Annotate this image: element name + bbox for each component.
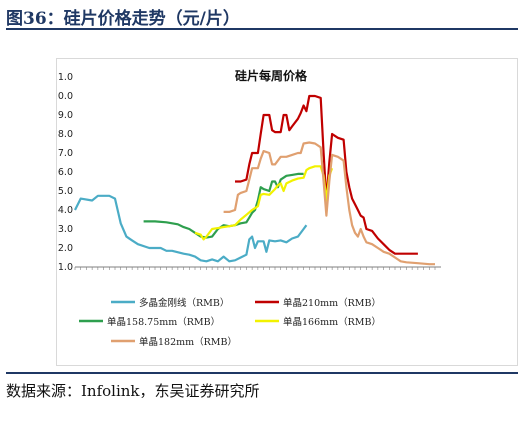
legend-label: 单晶158.75mm（RMB） bbox=[107, 316, 220, 328]
legend-label: 单晶210mm（RMB） bbox=[283, 297, 381, 309]
series-line-1 bbox=[235, 94, 418, 255]
series-line-0 bbox=[74, 194, 308, 263]
series-line-3 bbox=[194, 165, 334, 241]
figure-title: 图36：硅片价格走势（元/片） bbox=[6, 9, 240, 29]
y-tick-label: 8.0 bbox=[58, 129, 73, 140]
legend-label: 单晶166mm（RMB） bbox=[283, 316, 381, 328]
y-axis: 11.0 10.0 9.0 8.0 7.0 6.0 5.0 4.0 3.0 2.0 1.0 bbox=[57, 72, 73, 273]
price-chart: 硅片每周价格 11.010.09.08.07.06.05.04.03.02.01… bbox=[57, 68, 441, 348]
y-tick-label: 11.0 bbox=[57, 72, 73, 83]
legend: 多晶金刚线（RMB） 单晶210mm（RMB） 单晶158.75mm（RMB） 单晶1… bbox=[79, 297, 381, 348]
series-lines bbox=[74, 94, 435, 266]
y-tick-label: 4.0 bbox=[58, 205, 73, 216]
x-axis bbox=[74, 266, 441, 270]
legend-label: 单晶182mm（RMB） bbox=[139, 336, 237, 348]
y-tick-label: 9.0 bbox=[58, 110, 73, 121]
series-line-4 bbox=[223, 141, 435, 266]
source-rule bbox=[6, 372, 518, 374]
chart-title: 硅片每周价格 bbox=[235, 68, 308, 83]
y-tick-label: 5.0 bbox=[58, 186, 73, 197]
legend-label: 多晶金刚线（RMB） bbox=[139, 297, 229, 309]
chart-panel: 硅片每周价格 11.010.09.08.07.06.05.04.03.02.01… bbox=[56, 58, 518, 366]
y-tick-label: 6.0 bbox=[58, 167, 73, 178]
y-tick-label: 2.0 bbox=[58, 243, 73, 254]
title-rule-top bbox=[6, 28, 518, 30]
series-line-2 bbox=[143, 172, 304, 239]
y-tick-label: 1.0 bbox=[58, 262, 73, 273]
source-note: 数据来源：Infolink，东吴证券研究所 bbox=[6, 382, 260, 400]
y-tick-label: 7.0 bbox=[58, 148, 73, 159]
y-tick-label: 10.0 bbox=[57, 91, 73, 102]
y-tick-label: 3.0 bbox=[58, 224, 73, 235]
